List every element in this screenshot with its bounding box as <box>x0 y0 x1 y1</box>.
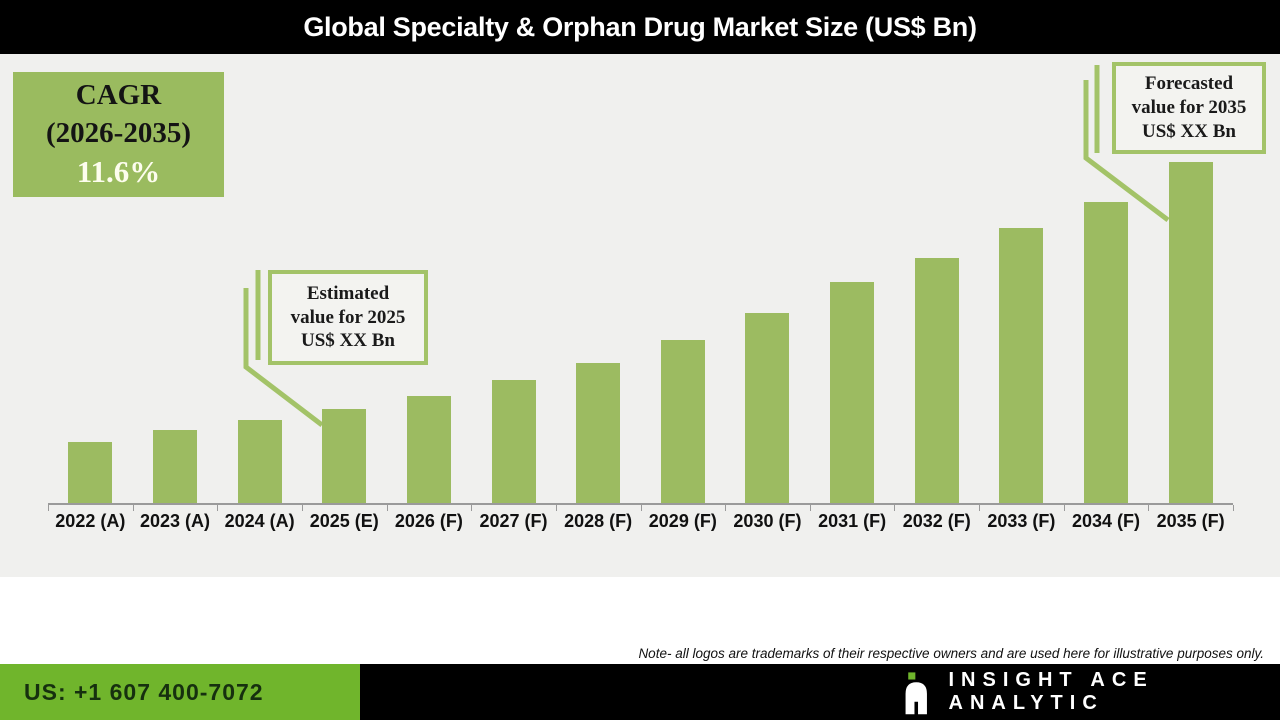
bar-slot <box>387 54 472 503</box>
forecasted-callout-line3: US$ XX Bn <box>1142 120 1236 142</box>
insight-ace-a-icon <box>905 672 927 715</box>
bar-2027 <box>491 380 536 503</box>
axis-tick <box>809 505 811 511</box>
x-axis-label: 2033 (F) <box>987 511 1056 531</box>
cagr-value: 11.6% <box>76 153 161 189</box>
bar-slot <box>725 54 810 503</box>
cagr-label: CAGR <box>75 79 162 112</box>
x-axis-label: 2030 (F) <box>733 511 802 531</box>
axis-tick <box>48 505 49 511</box>
market-contributors-band: Market Contributors: Roche NOVARTIS <box>0 577 1280 664</box>
bar-2032 <box>914 258 959 503</box>
axis-tick <box>725 505 727 511</box>
chart-area: 2022 (A) 2023 (A) 2024 (A) 2025 (E) 2026 (F)… <box>0 54 1280 577</box>
bar-2028 <box>576 363 621 503</box>
x-axis-label: 2027 (F) <box>479 511 548 531</box>
bar-2029 <box>660 340 705 503</box>
bar-2025 <box>322 409 367 503</box>
bars-row <box>48 54 1233 503</box>
page-title: Global Specialty & Orphan Drug Market Si… <box>303 11 977 42</box>
bar-2022 <box>68 442 113 503</box>
axis-tick <box>386 505 388 511</box>
x-axis-label: 2023 (A) <box>139 511 210 531</box>
axis-tick <box>640 505 642 511</box>
x-axis-label: 2025 (E) <box>309 511 379 531</box>
phone-number: US: +1 607 400-7072 <box>24 678 264 705</box>
phone-box: US: +1 607 400-7072 <box>0 664 360 720</box>
bar-2031 <box>830 282 875 503</box>
axis-tick <box>555 505 557 511</box>
bar-2023 <box>152 430 197 503</box>
estimated-callout-line3: US$ XX Bn <box>301 330 395 352</box>
bar-slot <box>217 54 302 503</box>
estimated-callout-line2: value for 2025 <box>290 306 406 328</box>
bar-2030 <box>745 313 790 503</box>
brand-name: INSIGHT ACE ANALYTIC <box>948 669 1154 714</box>
x-axis-label: 2022 (A) <box>55 511 126 531</box>
axis-tick <box>471 505 473 511</box>
x-axis-label: 2034 (F) <box>1071 511 1141 531</box>
bar-slot <box>1064 54 1149 503</box>
bar-slot <box>640 54 725 503</box>
footer-bar: US: +1 607 400-7072 INSIGHT ACE ANALYTIC <box>0 664 1280 720</box>
x-axis-labels: 2022 (A) 2023 (A) 2024 (A) 2025 (E) 2026 (F)… <box>48 511 1233 532</box>
bar-slot <box>48 54 133 503</box>
estimated-value-callout: Estimated value for 2025 US$ XX Bn <box>268 270 428 365</box>
bar-2035 <box>1168 162 1213 503</box>
forecasted-callout-line1: Forecasted <box>1144 73 1234 95</box>
title-bar: Global Specialty & Orphan Drug Market Si… <box>0 0 1280 54</box>
bar-slot <box>133 54 218 503</box>
cagr-period: (2026-2035) <box>46 117 191 150</box>
bar-slot <box>1148 54 1233 503</box>
axis-tick <box>979 505 981 511</box>
bar-2034 <box>1084 202 1128 503</box>
cagr-box: CAGR (2026-2035) 11.6% <box>13 72 224 197</box>
bar-2026 <box>406 396 451 503</box>
axis-tick <box>894 505 896 511</box>
axis-tick <box>1233 505 1234 511</box>
x-axis-label: 2032 (F) <box>902 511 971 531</box>
x-axis <box>48 503 1234 511</box>
bar-slot <box>810 54 895 503</box>
axis-tick <box>1063 505 1065 511</box>
trademark-note: Note- all logos are trademarks of their … <box>638 646 1264 661</box>
bar-slot <box>471 54 556 503</box>
estimated-callout-line1: Estimated <box>306 282 390 304</box>
axis-tick <box>132 505 134 511</box>
bar-slot <box>302 54 387 503</box>
x-axis-label: 2031 (F) <box>818 511 887 531</box>
x-axis-label: 2026 (F) <box>394 511 463 531</box>
forecasted-callout-line2: value for 2035 <box>1131 97 1247 119</box>
axis-tick <box>301 505 303 511</box>
axis-tick <box>217 505 219 511</box>
brand-logo-group: INSIGHT ACE ANALYTIC <box>902 664 1280 720</box>
x-axis-label: 2029 (F) <box>648 511 717 531</box>
bar-slot <box>894 54 979 503</box>
forecasted-value-callout: Forecasted value for 2035 US$ XX Bn <box>1112 62 1266 154</box>
x-axis-label: 2028 (F) <box>564 511 633 531</box>
bar-slot <box>556 54 641 503</box>
x-axis-label: 2035 (F) <box>1156 511 1225 531</box>
bar-2024 <box>237 420 282 503</box>
x-axis-label: 2024 (A) <box>224 511 295 531</box>
axis-tick <box>1148 505 1150 511</box>
bar-2033 <box>999 228 1044 503</box>
bar-slot <box>979 54 1064 503</box>
